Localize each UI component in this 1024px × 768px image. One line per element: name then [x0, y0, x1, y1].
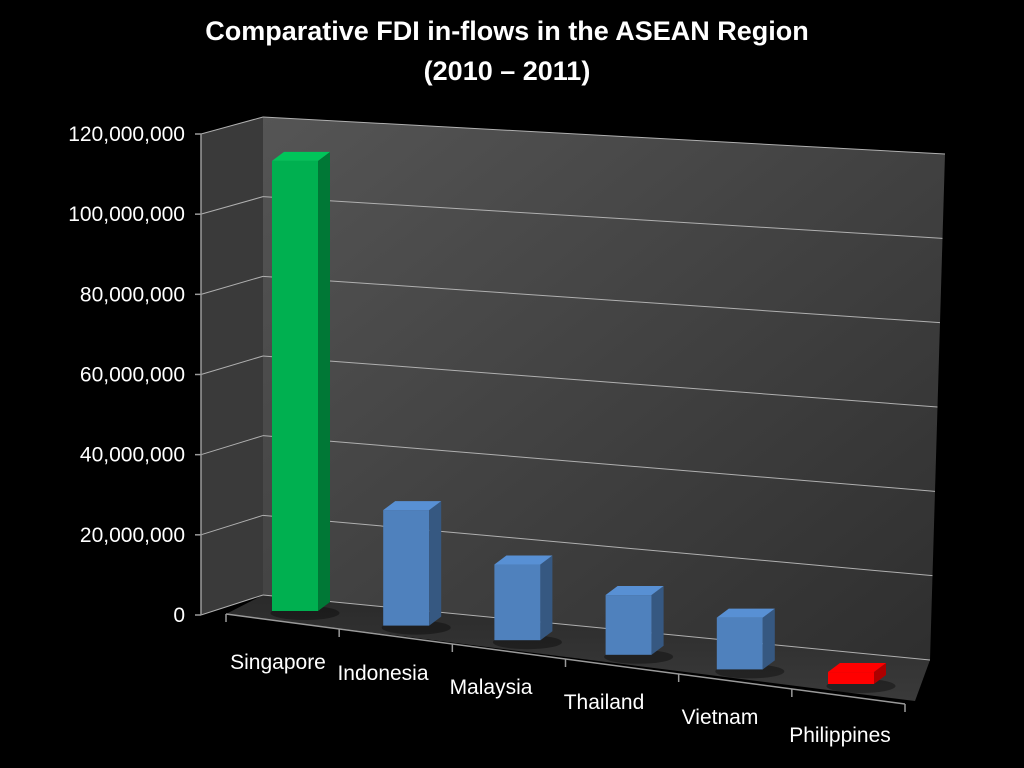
- chart-title: Comparative FDI in-flows in the ASEAN Re…: [205, 16, 809, 46]
- bar-indonesia: [381, 501, 451, 635]
- bar-top: [383, 501, 442, 511]
- bar-side: [318, 151, 330, 611]
- bar-top: [272, 151, 330, 161]
- gridline: [262, 594, 931, 661]
- category-label: Singapore: [230, 651, 326, 674]
- chart-subtitle: (2010 – 2011): [424, 56, 591, 86]
- bars: [270, 151, 896, 693]
- gridlines: [195, 116, 946, 661]
- category-label: Thailand: [564, 691, 645, 714]
- side-gridline: [200, 435, 264, 456]
- bar-side: [874, 663, 886, 684]
- category-labels: Singapore Indonesia Malaysia Thailand Vietna…: [230, 651, 891, 747]
- side-gridline: [200, 594, 264, 616]
- x-tick-marks: [225, 614, 906, 712]
- bar-top: [716, 608, 775, 618]
- bar-front: [716, 617, 763, 670]
- side-gridline: [200, 275, 264, 295]
- bar-side: [762, 608, 775, 670]
- bar-philippines: [826, 663, 896, 693]
- bar-thailand: [604, 586, 674, 664]
- bar-front: [605, 595, 652, 655]
- y-tick-labels: 0 20,000,000 40,000,000 60,000,000 80,000,00…: [68, 123, 185, 627]
- gridline: [262, 196, 943, 239]
- bar-vietnam: [715, 608, 785, 679]
- y-tick-label: 120,000,000: [68, 123, 185, 146]
- back-wall: [263, 117, 945, 660]
- y-tick-label: 100,000,000: [68, 203, 185, 226]
- bar-side: [651, 586, 664, 655]
- gridline: [262, 275, 941, 324]
- gridline: [262, 435, 936, 492]
- gridline: [262, 514, 933, 577]
- side-gridline: [200, 116, 264, 135]
- bar-side: [540, 555, 553, 641]
- side-gridline: [200, 355, 264, 375]
- gridline: [262, 116, 946, 155]
- y-tick-label: 0: [173, 604, 185, 627]
- y-tick-label: 40,000,000: [80, 444, 185, 467]
- y-tick-label: 80,000,000: [80, 283, 185, 306]
- side-gridline: [200, 514, 264, 536]
- category-label: Philippines: [789, 724, 891, 747]
- y-tick-label: 60,000,000: [80, 364, 185, 387]
- bar-front: [828, 672, 874, 684]
- bar-front: [494, 564, 541, 641]
- y-tick-label: 20,000,000: [80, 524, 185, 547]
- side-gridline: [200, 196, 264, 215]
- side-wall: [201, 117, 263, 615]
- category-label: Vietnam: [682, 706, 759, 729]
- bar-front: [383, 510, 430, 626]
- bar-front: [272, 160, 318, 611]
- bar-singapore: [270, 151, 340, 620]
- category-label: Indonesia: [337, 662, 428, 685]
- bar-malaysia: [492, 555, 562, 650]
- bar-top: [494, 555, 553, 565]
- gridline: [262, 355, 938, 408]
- bar-side: [429, 501, 442, 626]
- bar-top: [828, 663, 886, 673]
- bar-top: [605, 586, 664, 596]
- category-label: Malaysia: [450, 676, 533, 699]
